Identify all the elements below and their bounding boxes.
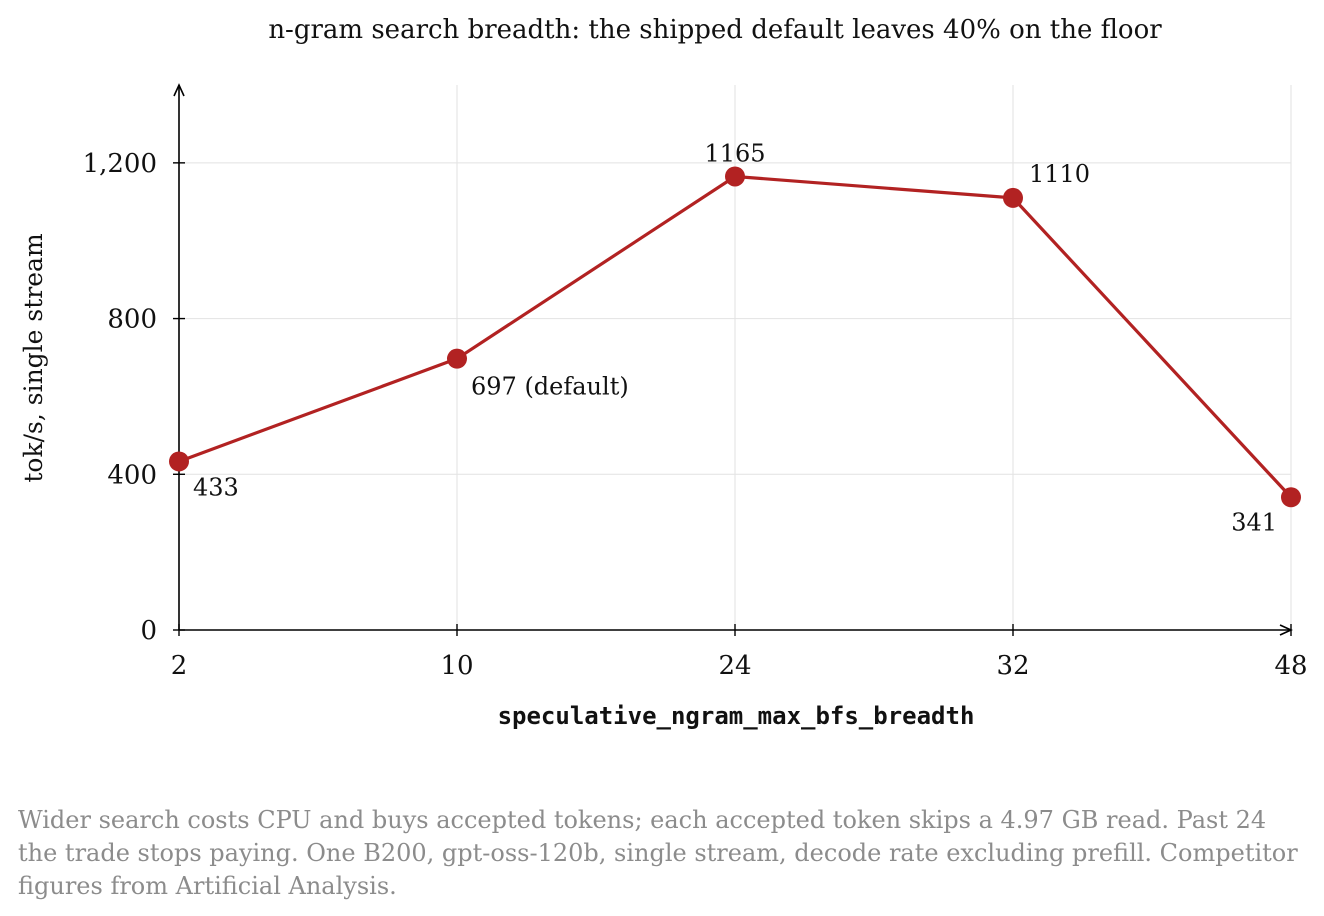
y-tick-label: 0 (140, 616, 157, 646)
data-label: 697 (default) (471, 373, 629, 401)
figure-caption: Wider search costs CPU and buys accepted… (18, 806, 1298, 900)
x-tick-label: 48 (1274, 651, 1307, 681)
chart: n-gram search breadth: the shipped defau… (19, 15, 1308, 730)
data-label: 1165 (704, 139, 765, 167)
y-axis-arrow (173, 83, 185, 97)
ticks: 0 400 800 1,200 2 10 24 32 48 (83, 149, 1308, 681)
x-axis-label: speculative_ngram_max_bfs_breadth (498, 702, 975, 730)
chart-title: n-gram search breadth: the shipped defau… (268, 15, 1162, 45)
data-point (725, 166, 745, 187)
y-axis-label: tok/s, single stream (19, 233, 48, 483)
data-labels: 433 697 (default) 1165 1110 341 (193, 139, 1277, 536)
grid (179, 85, 1292, 630)
x-tick-label: 24 (718, 651, 751, 681)
data-label: 1110 (1029, 160, 1090, 188)
data-point (1281, 487, 1301, 508)
x-tick-label: 2 (171, 651, 188, 681)
data-point (1003, 187, 1023, 208)
y-tick-label: 400 (107, 460, 157, 490)
series (169, 166, 1301, 508)
x-tick-label: 10 (440, 651, 473, 681)
y-tick-label: 800 (107, 305, 157, 335)
data-label: 341 (1231, 508, 1277, 536)
data-point (447, 348, 467, 369)
data-label: 433 (193, 473, 239, 501)
data-point (169, 451, 189, 472)
x-tick-label: 32 (996, 651, 1029, 681)
y-tick-label: 1,200 (83, 149, 157, 179)
